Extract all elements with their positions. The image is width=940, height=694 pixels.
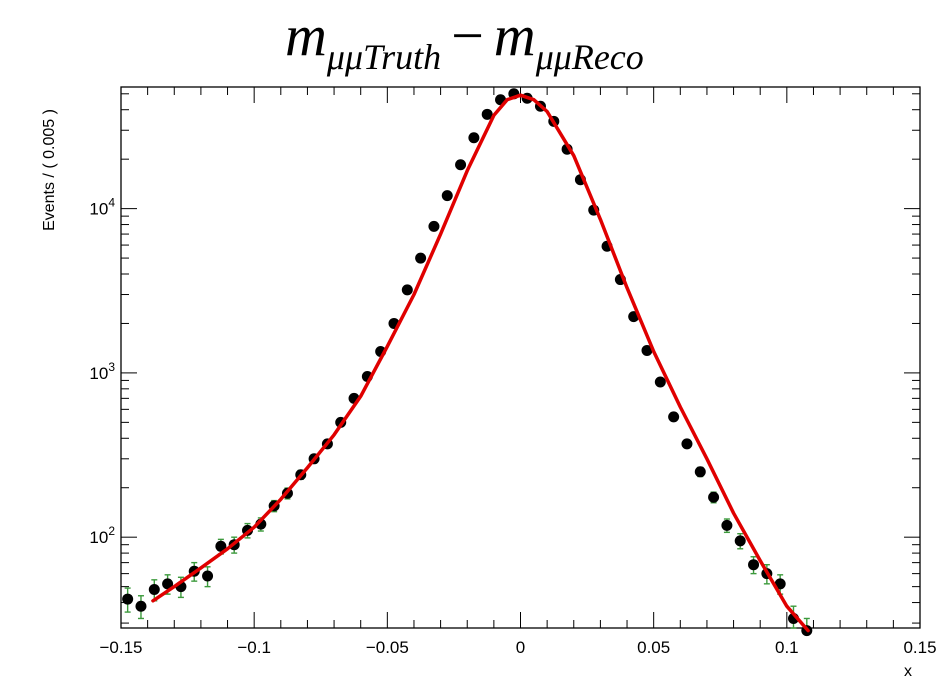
data-point	[708, 491, 720, 503]
x-tick-labels: −0.15 −0.1 −0.05 0 0.05 0.1 0.15	[99, 638, 936, 657]
x-tick-label: −0.15	[99, 638, 142, 657]
data-point	[401, 284, 413, 296]
y-tick-label: 102	[89, 524, 115, 547]
x-tick-label: 0.05	[637, 638, 670, 657]
plot-frame	[120, 86, 921, 629]
y-tick-label: 104	[89, 196, 115, 219]
data-point	[748, 559, 760, 571]
chart-title: mμμTruth − mμμReco	[285, 3, 644, 77]
x-tick-label: 0	[516, 638, 525, 657]
y-tick-label: 103	[89, 360, 115, 383]
x-axis-label: x	[904, 663, 912, 680]
data-point	[481, 108, 493, 120]
data-point	[162, 578, 174, 590]
data-point	[135, 600, 147, 612]
data-point	[202, 570, 214, 582]
data-point	[681, 438, 693, 450]
x-tick-label: −0.1	[237, 638, 271, 657]
x-tick-label: 0.1	[775, 638, 799, 657]
fit-curve	[151, 93, 810, 633]
axis-ticks	[120, 87, 921, 628]
data-point	[415, 252, 427, 264]
x-tick-label: 0.15	[903, 638, 936, 657]
data-point	[641, 344, 653, 356]
data-point	[721, 519, 733, 531]
data-point	[148, 584, 160, 596]
data-point	[122, 593, 134, 605]
data-point	[428, 220, 440, 232]
x-tick-label: −0.05	[366, 638, 409, 657]
y-axis-label: Events / ( 0.005 )	[41, 109, 58, 231]
data-point	[215, 540, 227, 552]
y-tick-labels: 102 103 104	[89, 196, 115, 548]
data-point	[455, 159, 467, 171]
data-point	[654, 376, 666, 388]
data-point	[668, 411, 680, 423]
data-point	[694, 466, 706, 478]
data-point	[441, 190, 453, 202]
data-point	[468, 132, 480, 144]
data-point	[774, 578, 786, 590]
data-point	[734, 535, 746, 547]
